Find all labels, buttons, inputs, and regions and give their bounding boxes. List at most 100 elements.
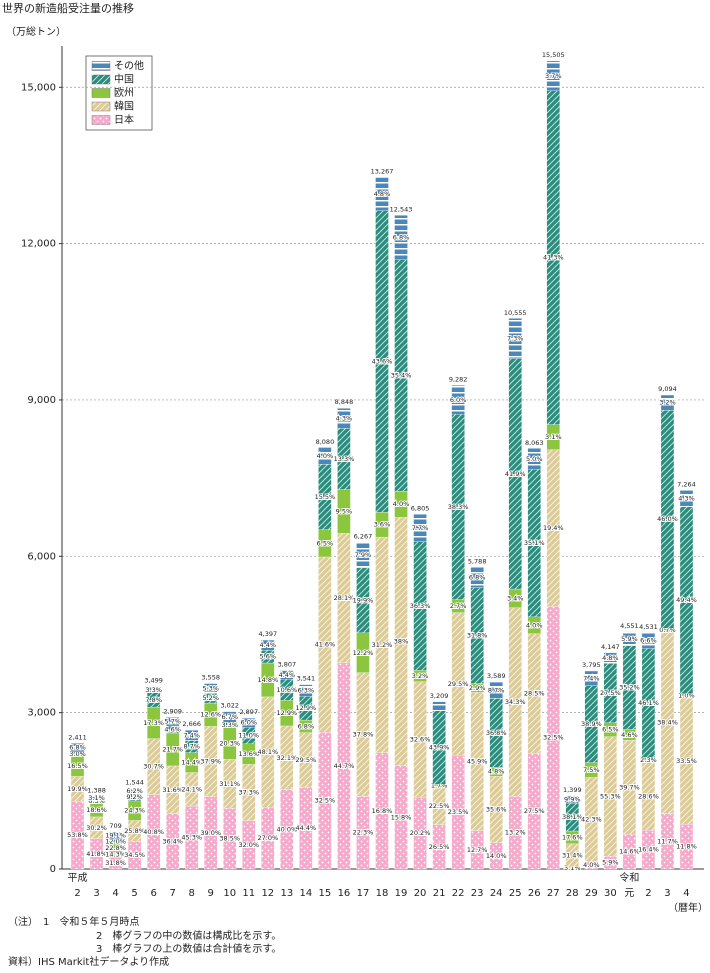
segment-label: 46.1% [638,699,659,707]
x-tick-label: 26 [528,888,541,899]
segment-label: 45.9% [467,757,488,765]
bar-segment [261,639,275,651]
segment-label: 32.5% [543,734,564,742]
segment-label: 7.7% [412,524,429,532]
legend-swatch [91,115,111,125]
segment-label: 49.4% [676,596,697,604]
y-tick-label: 6,000 [27,551,56,562]
total-label: 9,094 [658,385,677,393]
bar-segment [299,684,313,697]
segment-label: 44.7% [334,762,355,770]
segment-label: 40.0% [277,825,298,833]
segment-label: 20.3% [219,739,240,747]
segment-label: 45.3% [181,834,202,842]
segment-label: 37.9% [200,758,221,766]
segment-label: 3.2% [659,399,676,407]
segment-label: 4.0% [526,621,543,629]
segment-label: 29.5% [296,756,317,764]
total-label: 4,551 [620,622,639,630]
segment-label: 38.9% [581,720,602,728]
segment-label: 17.3% [143,719,164,727]
segment-label: 38.4% [657,719,678,727]
note: 2 棒グラフの中の数値は構成比を示す。 [96,929,281,942]
segment-label: 6.0% [241,719,258,727]
bar-segment [603,652,618,664]
segment-label: 32.0% [238,841,259,849]
segment-label: 10.6% [277,686,298,694]
segment-label: 13.3% [334,455,355,463]
total-label: 3,589 [487,672,506,680]
legend-label: 欧州 [114,87,134,99]
total-label: 4,531 [639,623,658,631]
bar-segment [584,670,598,686]
bar-segment [413,514,427,542]
x-tick-label: 元 [624,888,634,899]
legend-label: 日本 [114,113,134,126]
segment-label: 36.3% [410,602,431,610]
total-label: 2,909 [163,707,182,715]
x-tick-label: 4 [683,888,689,899]
segment-label: 5.2% [202,694,219,702]
total-label: 8,080 [316,438,335,446]
total-label: 13,267 [371,168,394,176]
segment-label: 41.6% [315,641,336,649]
era-label: 平成 [68,872,88,884]
bar-segment [527,448,541,470]
segment-label: 35.1% [524,539,545,547]
segment-label: 5.3% [202,684,219,692]
segment-label: 5.6% [260,653,277,661]
bar-segment [508,318,522,359]
segment-label: 2.9% [469,684,486,692]
x-tick-label: 3 [93,888,99,899]
segment-label: 12.0% [105,837,126,845]
segment-label: 9.2% [126,793,143,801]
segment-label: 4.0% [583,861,600,869]
x-tick-label: 7 [169,888,175,899]
bar-segment [70,743,85,753]
segment-label: 6.5% [602,726,619,734]
segment-label: 4.6% [621,731,638,739]
segment-label: 41.3% [543,254,564,262]
segment-label: 28.5% [524,690,545,698]
bar-segment [641,632,656,649]
segment-label: 31.8% [105,859,126,867]
legend-swatch [91,101,111,112]
total-label: 15,505 [542,51,565,59]
total-label: 1,399 [563,786,582,794]
x-tick-label: 3 [664,888,670,899]
segment-label: 38.5% [219,835,240,843]
segment-label: 32.6% [410,736,431,744]
segment-label: 19.4% [543,524,564,532]
total-label: 5,788 [468,557,487,565]
segment-label: 9.9% [564,796,581,804]
segment-label: 30.2% [86,824,107,832]
bar-segment [108,831,123,840]
segment-label: 14.3% [105,851,126,859]
segment-label: 6.8% [393,234,410,242]
bar-segment [280,670,294,680]
segment-label: 40.8% [143,828,164,836]
bar-segment [89,796,104,800]
x-tick-label: 28 [566,888,579,899]
segment-label: 14.4% [181,759,202,767]
segment-label: 38.1% [562,813,583,821]
total-label: 8,848 [335,398,354,406]
bar-segment [318,447,332,465]
segment-label: 1.0% [678,692,695,700]
total-label: 3,499 [144,677,163,685]
segment-label: 27.5% [524,807,545,815]
bar-segment [204,683,218,694]
bar-segment [489,681,503,699]
segment-label: 35.6% [486,806,507,814]
x-tick-label: 18 [376,888,389,899]
segment-label: 11.0% [238,732,259,740]
total-label: 2,666 [182,720,201,728]
x-tick-label: 22 [452,888,465,899]
segment-label: 3.0% [69,750,86,758]
segment-label: 6.3% [88,797,105,805]
x-tick-label: 2 [645,888,651,899]
segment-label: 17.6% [562,833,583,841]
segment-label: 28.6% [638,793,659,801]
segment-label: 3.1% [88,794,105,802]
bar-segment [146,686,161,693]
